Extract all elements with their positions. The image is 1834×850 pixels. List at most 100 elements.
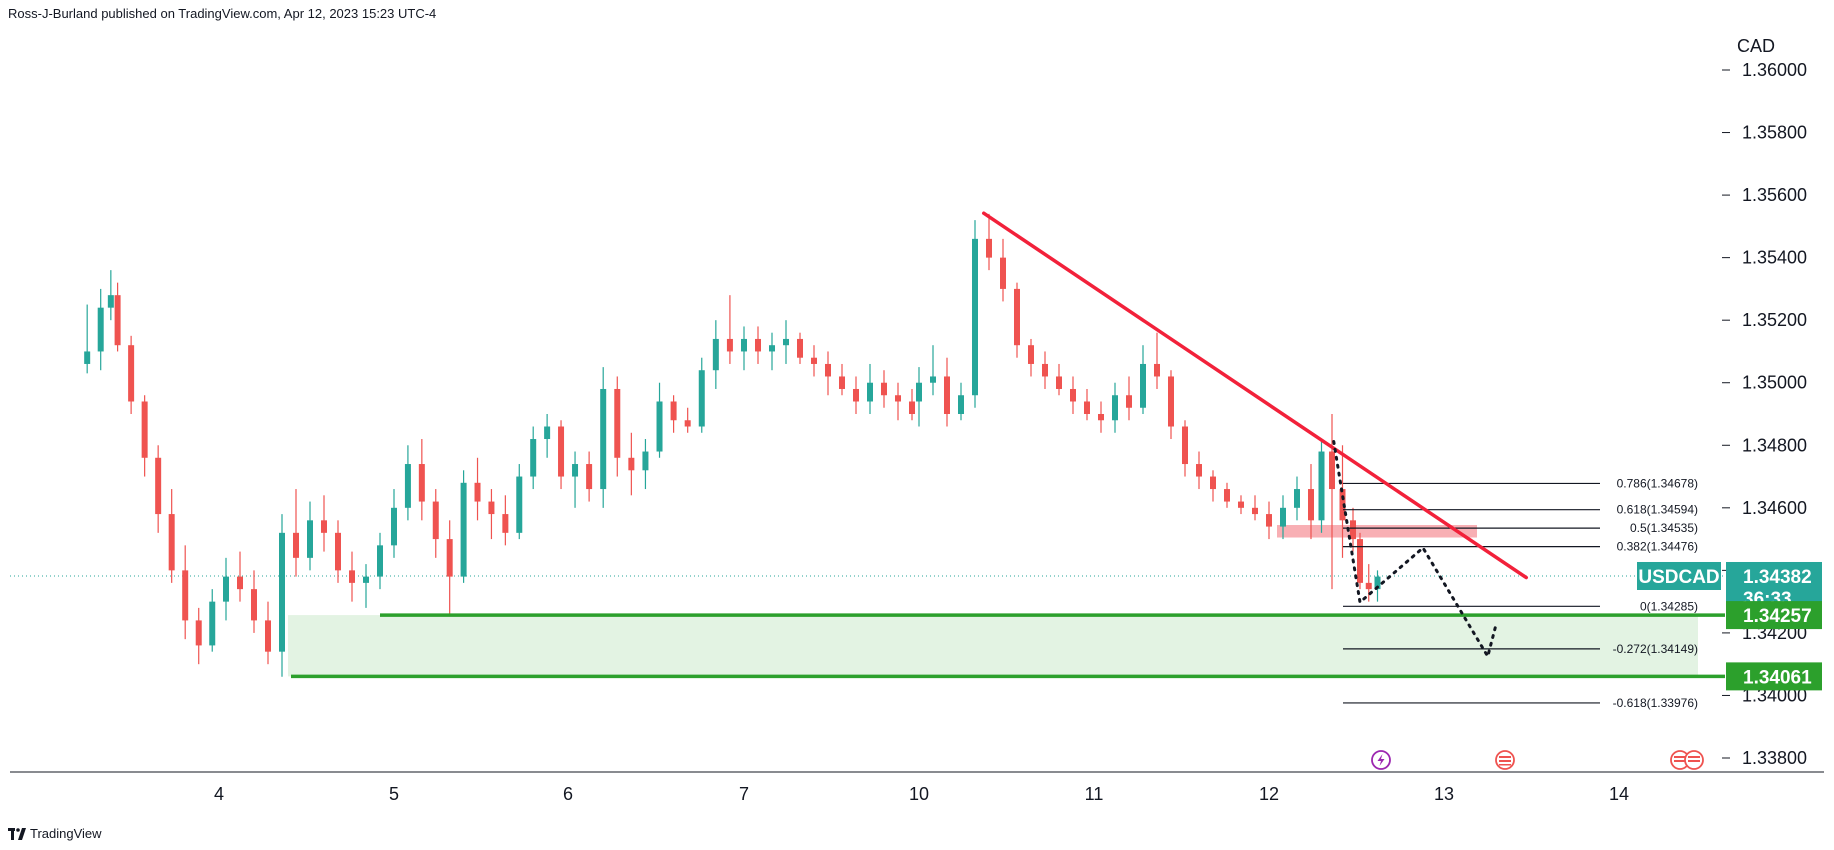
x-axis-tick-label: 11: [1085, 784, 1104, 804]
candle-body: [600, 388, 607, 490]
candle-body: [237, 576, 243, 590]
x-axis-tick-label: 7: [739, 784, 749, 804]
candle-body: [530, 439, 537, 477]
candle-body: [628, 457, 635, 471]
y-axis-tick-label: 1.34600: [1742, 498, 1807, 518]
candle-body: [168, 514, 175, 571]
candle-body: [1365, 582, 1372, 590]
candle-body: [182, 570, 189, 621]
current-price-value: 1.34382: [1743, 567, 1812, 588]
candle-body: [769, 345, 775, 352]
support-price-badge: [1726, 601, 1822, 630]
y-axis-tick-label: 1.34800: [1742, 435, 1807, 455]
candle-body: [114, 295, 121, 346]
fib-level-label: 0.786(1.34678): [1617, 476, 1698, 490]
candle-body: [1350, 520, 1356, 540]
usdcad-candlestick-chart[interactable]: 0.786(1.34678) 0.618(1.34594) 0.5(1.34535)…: [0, 0, 1834, 820]
candle-body: [1339, 489, 1346, 521]
candle-body: [335, 532, 341, 571]
publisher-info: Ross-J-Burland published on TradingView.…: [8, 6, 437, 21]
candle-body: [502, 514, 509, 533]
candle-body: [986, 238, 992, 258]
candle-body: [825, 363, 831, 377]
candle-body: [614, 388, 621, 458]
candle-body: [1042, 363, 1048, 377]
support-price-badge: [1726, 662, 1822, 691]
lightning-event-icon[interactable]: [1371, 750, 1391, 770]
projection-layer: [1332, 440, 1498, 661]
candle-body: [128, 345, 135, 402]
candle-body: [1028, 345, 1034, 364]
y-axis-tick-label: 1.34000: [1742, 685, 1807, 705]
candle-body: [755, 338, 761, 352]
x-axis-tick-label: 6: [563, 784, 573, 804]
candle-body: [726, 338, 733, 352]
candle-body: [307, 520, 313, 558]
candle-body: [867, 382, 873, 402]
candle-body: [223, 576, 229, 602]
us-flag-event-icon[interactable]: [1684, 750, 1704, 770]
candle-body: [1357, 539, 1363, 583]
candle-body: [209, 601, 216, 646]
candle-body: [1112, 395, 1118, 421]
tradingview-logo-icon: [8, 827, 26, 840]
candle-body: [97, 307, 104, 352]
y-axis-tick-label: 1.35200: [1742, 310, 1807, 330]
currency-label: CAD: [1737, 36, 1775, 56]
y-axis-tick-label: 1.35400: [1742, 248, 1807, 268]
x-axis-tick-label: 10: [909, 784, 929, 804]
y-axis-ticks: 1.36000 1.35800 1.35600 1.35400 1.35200 1.350…: [1722, 60, 1807, 768]
candle-body: [839, 376, 845, 389]
candle-body: [1374, 576, 1381, 590]
candle-body: [1168, 376, 1174, 427]
fib-level-label: -0.618(1.33976): [1613, 696, 1698, 710]
event-markers: [1371, 750, 1704, 770]
candle-body: [944, 376, 950, 414]
fib-level-label: 0(1.34285): [1640, 599, 1698, 613]
candle-body: [377, 545, 383, 577]
candle-body: [1014, 288, 1020, 346]
candle-body: [516, 476, 523, 533]
supply-zone-layer: [1277, 525, 1477, 538]
candle-body: [1000, 257, 1006, 289]
candle-body: [544, 426, 551, 440]
candle-body: [811, 357, 817, 364]
us-flag-event-icon[interactable]: [1495, 750, 1515, 770]
candle-body: [558, 426, 565, 477]
x-axis-tick-label: 13: [1434, 784, 1454, 804]
y-axis-tick-label: 1.35800: [1742, 123, 1807, 143]
candle-body: [1084, 401, 1090, 414]
x-axis-ticks: 4 5 6 7 10 11 12 13 14: [214, 784, 1629, 804]
candle-body: [155, 457, 162, 515]
y-axis-tick-label: 1.35000: [1742, 373, 1807, 393]
x-axis-tick-label: 14: [1609, 784, 1629, 804]
candle-body: [1280, 507, 1286, 527]
candle-body: [1252, 507, 1258, 515]
candle-body: [1196, 464, 1202, 477]
support-lines-layer: [291, 613, 1725, 679]
candle-body: [853, 388, 859, 402]
candle-body: [1210, 476, 1216, 490]
symbol-badge-label: USDCAD: [1638, 567, 1719, 588]
candles-layer: [84, 213, 1381, 677]
fib-level-label: -0.272(1.34149): [1613, 642, 1698, 656]
candle-body: [349, 570, 355, 583]
candle-body: [84, 351, 91, 364]
candle-body: [972, 238, 978, 396]
candle-body: [572, 464, 579, 477]
candle-body: [656, 401, 663, 452]
candle-body: [391, 507, 397, 546]
candle-body: [1329, 451, 1335, 490]
candle-body: [321, 520, 327, 533]
candle-body: [712, 338, 719, 371]
candle-body: [586, 464, 593, 490]
candle-body: [1266, 514, 1272, 527]
candle-body: [293, 532, 299, 558]
footer-brand: TradingView: [8, 826, 102, 841]
candle-body: [1070, 388, 1076, 402]
candle-body: [265, 620, 271, 652]
candle-body: [741, 338, 747, 352]
candle-body: [107, 295, 114, 308]
candle-body: [1182, 426, 1188, 465]
